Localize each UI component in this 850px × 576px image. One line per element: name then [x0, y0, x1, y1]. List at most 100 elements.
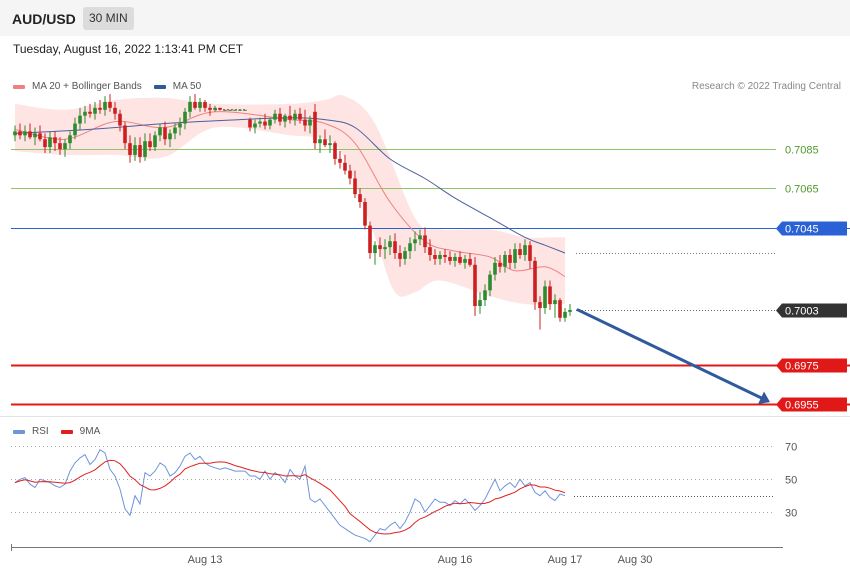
rsi-ma-legend-label: 9MA [79, 426, 101, 437]
candle [438, 251, 442, 265]
level-labels: 0.7085 0.7065 0.7045 0.7003 0.6975 0.6955 [776, 145, 847, 412]
candle [173, 123, 177, 140]
candle-body [123, 125, 127, 144]
candle-body [483, 290, 487, 301]
ma50-legend-label: MA 50 [172, 81, 202, 92]
candle [213, 105, 217, 112]
candle-body [298, 113, 302, 120]
timeframe-badge[interactable]: 30 MIN [83, 7, 134, 30]
candle [138, 137, 142, 163]
candle [63, 139, 67, 157]
candle [68, 131, 72, 150]
candle [28, 123, 32, 140]
candle-body [93, 107, 97, 114]
candle [508, 249, 512, 269]
rsi-ma-line [14, 459, 566, 535]
candle [373, 241, 377, 265]
candle [538, 296, 542, 330]
candle-body [73, 123, 77, 136]
candle [518, 243, 522, 259]
candle [103, 96, 107, 116]
candle-body [78, 115, 82, 124]
ma50-swatch [153, 84, 166, 89]
candle-body [538, 302, 542, 308]
rsi-panel: 70 50 30 [11, 442, 797, 543]
candle [473, 256, 477, 316]
candle-body [183, 111, 187, 124]
candle-body [63, 143, 67, 150]
candle-body [303, 119, 307, 126]
candle-body [288, 115, 292, 120]
rsi-legend-label: RSI [32, 426, 49, 437]
candle-body [363, 202, 367, 226]
candle [503, 251, 507, 273]
candle [143, 133, 147, 161]
price-legend: MA 20 + Bollinger Bands MA 50 [13, 81, 201, 92]
candle [393, 233, 397, 259]
candle-body [253, 123, 257, 128]
candle-body [108, 101, 112, 108]
candle-body [398, 253, 402, 259]
candle [188, 96, 192, 118]
candle-body [448, 256, 452, 261]
rsi-ma-swatch [60, 429, 73, 434]
candle [548, 280, 552, 310]
candle [98, 100, 102, 114]
candle [408, 237, 412, 259]
candle-body [358, 194, 362, 203]
candle [158, 123, 162, 142]
time-label-Aug-17: Aug 17 [548, 554, 583, 566]
candle [73, 117, 77, 140]
candle [293, 109, 297, 126]
candle-body [308, 119, 312, 126]
candle [358, 188, 362, 208]
level-label-0.7065: 0.7065 [785, 184, 819, 196]
candle-body [193, 101, 197, 108]
candle [268, 117, 272, 130]
candle-body [348, 170, 352, 179]
candle [83, 105, 87, 124]
candle [533, 256, 537, 310]
candle [153, 131, 157, 152]
candle-body [168, 133, 172, 140]
candle-body [428, 247, 432, 255]
candle-body [548, 286, 552, 305]
candle-body [388, 241, 392, 248]
candle-body [503, 255, 507, 267]
candle-body [443, 255, 447, 257]
candle-body [368, 225, 372, 254]
candle [263, 113, 267, 130]
candle [23, 125, 27, 142]
level-label-0.6955: 0.6955 [785, 400, 819, 412]
forecast-arrow [576, 308, 770, 405]
candle [228, 109, 232, 111]
candle-body [508, 255, 512, 263]
bollinger-bands [15, 94, 565, 305]
candle-body [103, 101, 107, 110]
candle [108, 94, 112, 112]
candle [553, 294, 557, 318]
candle-body [23, 131, 27, 136]
candle-body [533, 260, 537, 303]
candle-body [143, 141, 147, 157]
candle-body [323, 139, 327, 146]
rsi-level-label-50: 50 [785, 475, 797, 487]
candle-body [293, 113, 297, 120]
candle [163, 121, 167, 146]
candle [423, 227, 427, 254]
candle-body [318, 139, 322, 144]
rsi-level-label-30: 30 [785, 508, 797, 520]
candle [308, 115, 312, 134]
candle [198, 98, 202, 112]
candle-body [88, 111, 92, 114]
candle [93, 101, 97, 120]
candle [568, 304, 572, 316]
candle-body [113, 107, 117, 114]
candle [453, 253, 457, 267]
candle [563, 307, 567, 322]
candle-body [493, 262, 497, 275]
candle [418, 229, 422, 246]
candle [368, 221, 372, 259]
candle-body [98, 107, 102, 110]
